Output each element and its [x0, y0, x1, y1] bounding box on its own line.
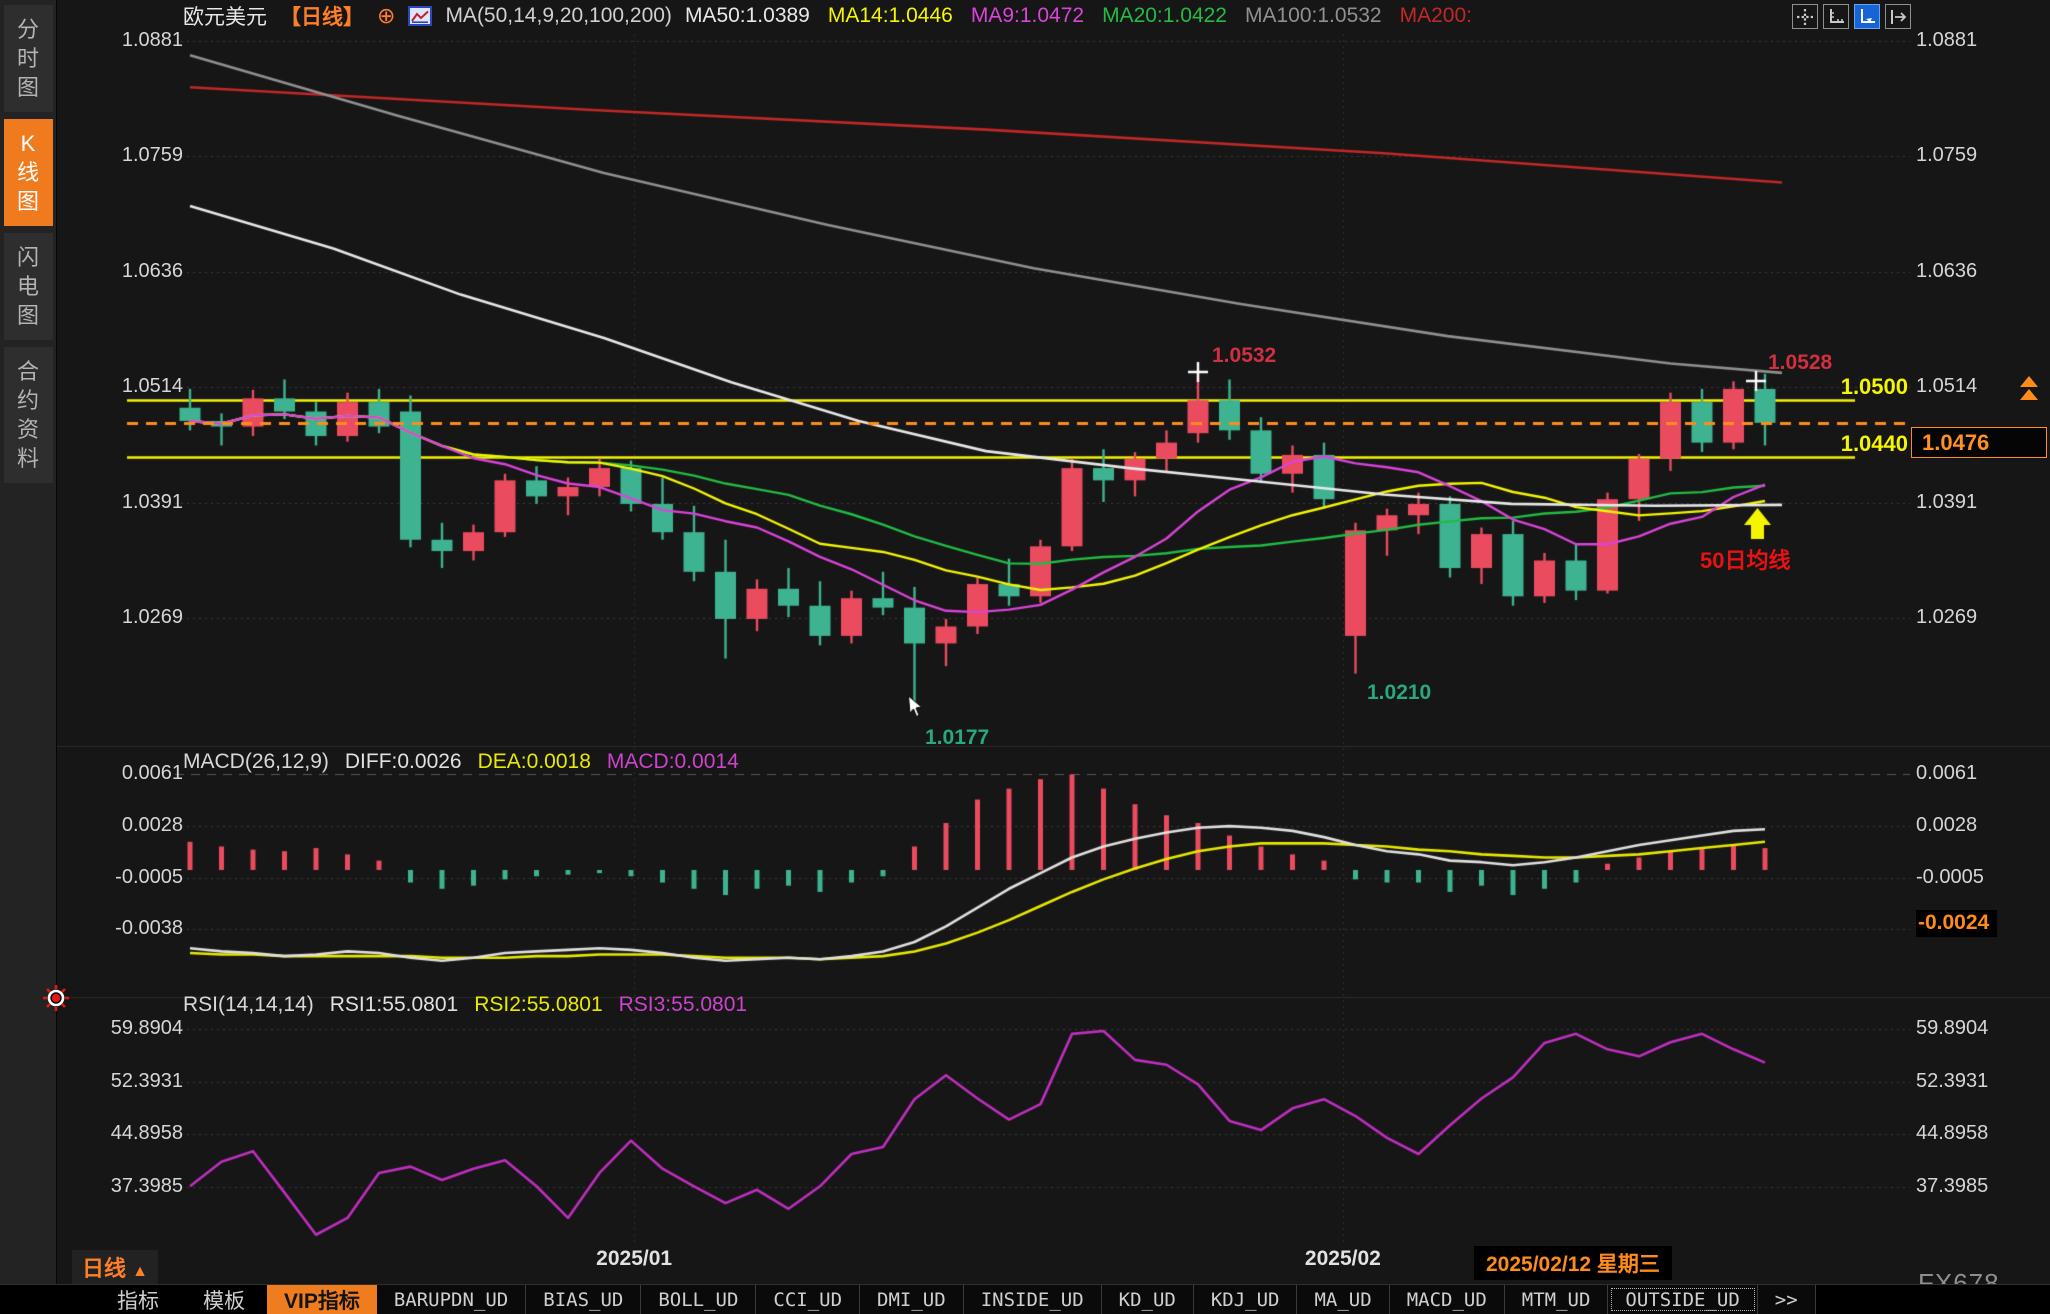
- resistance-level-label: 1.0500: [1840, 374, 1908, 399]
- macd-axis-left-2: -0.0005: [115, 866, 183, 888]
- crosshair-grid-icon[interactable]: [1792, 4, 1818, 29]
- annotation-high-1-0528: 1.0528: [1768, 351, 1833, 374]
- rsi-axis-right-0: 59.8904: [1916, 1017, 1989, 1039]
- support-level-label: 1.0440: [1840, 431, 1908, 456]
- macd-axis-right-2: -0.0005: [1916, 866, 1984, 888]
- tab-macd-ud[interactable]: MACD_UD: [1389, 1285, 1505, 1314]
- sidebar: 分 时 图 K 线 图闪 电 图合 约 资 料: [0, 0, 57, 1314]
- annotation-high-1-0532: 1.0532: [1212, 344, 1277, 367]
- rsi-axis-left-0: 59.8904: [110, 1017, 183, 1039]
- axis-scale-icon[interactable]: [1823, 4, 1849, 29]
- rsi-values-2: RSI3:55.0801: [618, 993, 748, 1016]
- ma-values-1: MA14:1.0446: [827, 4, 953, 27]
- rsi-axis-left-2: 44.8958: [110, 1122, 183, 1144]
- chart-toolbar: [1792, 4, 1911, 29]
- annotation-low-1-0210: 1.0210: [1367, 681, 1432, 704]
- tab-cci-ud[interactable]: CCI_UD: [756, 1285, 861, 1314]
- macd-values-group: DIFF:0.0026 DEA:0.0018 MACD:0.0014: [345, 750, 739, 774]
- alert-sun-icon[interactable]: [42, 984, 70, 1017]
- tab-kdj-ud[interactable]: KDJ_UD: [1193, 1285, 1298, 1314]
- tab-mtm-ud[interactable]: MTM_UD: [1504, 1285, 1609, 1314]
- tab-dmi-ud[interactable]: DMI_UD: [860, 1285, 964, 1314]
- price-axis-left-1: 1.0759: [121, 144, 183, 166]
- rsi-title[interactable]: RSI(14,14,14): [183, 993, 314, 1016]
- symbol-name: 欧元美元: [183, 6, 267, 29]
- macd-values-0: DIFF:0.0026: [344, 750, 462, 773]
- tab-vip指标[interactable]: VIP指标: [267, 1285, 377, 1314]
- rsi-axis-right-2: 44.8958: [1916, 1122, 1989, 1144]
- chart-type-icon[interactable]: [408, 6, 433, 26]
- chart-header: 欧元美元 【日线】 ⊕ MA(50,14,9,20,100,200) MA50:…: [183, 2, 1472, 30]
- price-axis-left-0: 1.0881: [121, 29, 183, 51]
- ma-values-2: MA9:1.0472: [970, 4, 1085, 27]
- tab-kd-ud[interactable]: KD_UD: [1101, 1285, 1194, 1314]
- period-selector-label: 日线: [82, 1256, 127, 1281]
- ma-values-3: MA20:1.0422: [1102, 4, 1227, 27]
- tab-inside-ud[interactable]: INSIDE_UD: [963, 1285, 1102, 1314]
- ma-values-4: MA100:1.0532: [1245, 4, 1382, 27]
- sidebar-item-3[interactable]: 合 约 资 料: [3, 347, 53, 484]
- collapse-panel-icon[interactable]: [1885, 4, 1911, 29]
- period-tag[interactable]: 【日线】: [280, 6, 364, 29]
- macd-crosshair-value: -0.0024: [1916, 910, 1998, 937]
- tab-ma-ud[interactable]: MA_UD: [1297, 1285, 1390, 1314]
- rsi-values-1: RSI2:55.0801: [474, 993, 603, 1016]
- price-axis-right-2: 1.0636: [1916, 260, 1978, 282]
- sidebar-item-0[interactable]: 分 时 图: [3, 5, 53, 113]
- sidebar-item-2[interactable]: 闪 电 图: [3, 233, 53, 341]
- period-selector-button[interactable]: 日线 ▲: [72, 1250, 158, 1284]
- macd-header: MACD(26,12,9) DIFF:0.0026 DEA:0.0018 MACD:…: [183, 750, 739, 774]
- rsi-values-group: RSI1:55.0801 RSI2:55.0801 RSI3:55.0801: [330, 993, 747, 1017]
- chevron-up-icon: ▲: [132, 1263, 148, 1280]
- tab-outside-ud[interactable]: OUTSIDE_UD: [1608, 1285, 1758, 1314]
- compass-icon[interactable]: ⊕: [377, 3, 396, 28]
- axis-scale-active-icon[interactable]: [1854, 4, 1880, 29]
- sidebar-item-1[interactable]: K 线 图: [3, 119, 53, 227]
- rsi-header: RSI(14,14,14) RSI1:55.0801 RSI2:55.0801 RS…: [183, 993, 747, 1017]
- tab-barupdn-ud[interactable]: BARUPDN_UD: [376, 1285, 527, 1314]
- rsi-values-0: RSI1:55.0801: [329, 993, 459, 1016]
- tab-指标[interactable]: 指标: [95, 1285, 181, 1314]
- annotation-ma50-note: 50日均线: [1700, 548, 1791, 573]
- tab-boll-ud[interactable]: BOLL_UD: [641, 1285, 757, 1314]
- price-axis-right-1: 1.0759: [1916, 144, 1978, 166]
- price-axis-right-3: 1.0514: [1916, 375, 1978, 397]
- tab-bias-ud[interactable]: BIAS_UD: [526, 1285, 642, 1314]
- ma-values-5: MA200:: [1399, 4, 1472, 27]
- ma-settings-label[interactable]: MA(50,14,9,20,100,200): [445, 4, 672, 27]
- tab-模板[interactable]: 模板: [181, 1285, 267, 1314]
- ma-values-group: MA50:1.0389 MA14:1.0446 MA9:1.0472 MA20:1.0…: [685, 4, 1472, 28]
- price-axis-left-3: 1.0514: [121, 375, 183, 397]
- macd-axis-left-0: 0.0061: [121, 762, 183, 784]
- macd-axis-left-3: -0.0038: [115, 917, 183, 939]
- macd-title[interactable]: MACD(26,12,9): [183, 750, 329, 773]
- ma-values-0: MA50:1.0389: [684, 4, 810, 27]
- macd-axis-left-1: 0.0028: [121, 814, 183, 836]
- rsi-axis-right-1: 52.3931: [1916, 1070, 1989, 1092]
- macd-values-2: MACD:0.0014: [606, 750, 739, 773]
- price-axis-right-4: 1.0391: [1916, 491, 1978, 513]
- rsi-axis-left-1: 52.3931: [110, 1070, 183, 1092]
- month-label-1: 2025/02: [1304, 1247, 1381, 1270]
- price-marker-arrows-icon: [2020, 376, 2038, 402]
- price-axis-left-4: 1.0391: [121, 491, 183, 513]
- macd-axis-right-0: 0.0061: [1916, 762, 1978, 784]
- tab--[interactable]: >>: [1757, 1285, 1816, 1314]
- price-axis-left-5: 1.0269: [121, 606, 183, 628]
- rsi-axis-left-3: 37.3985: [110, 1175, 183, 1197]
- month-label-0: 2025/01: [596, 1247, 673, 1270]
- rsi-axis-right-3: 37.3985: [1916, 1175, 1989, 1197]
- annotation-low-1-0177: 1.0177: [925, 726, 990, 749]
- macd-axis-right-1: 0.0028: [1916, 814, 1978, 836]
- price-axis-right-5: 1.0269: [1916, 606, 1978, 628]
- indicator-tabbar: 指标 模板 VIP指标 BARUPDN_UD BIAS_UD BOLL_UD CCI_UD D…: [0, 1284, 2050, 1314]
- price-axis-right-0: 1.0881: [1916, 29, 1978, 51]
- price-axis-left-2: 1.0636: [121, 260, 183, 282]
- crosshair-date-label: 2025/02/12 星期三: [1474, 1246, 1672, 1280]
- macd-values-1: DEA:0.0018: [477, 750, 591, 773]
- last-price-box: 1.0476: [1911, 427, 2047, 458]
